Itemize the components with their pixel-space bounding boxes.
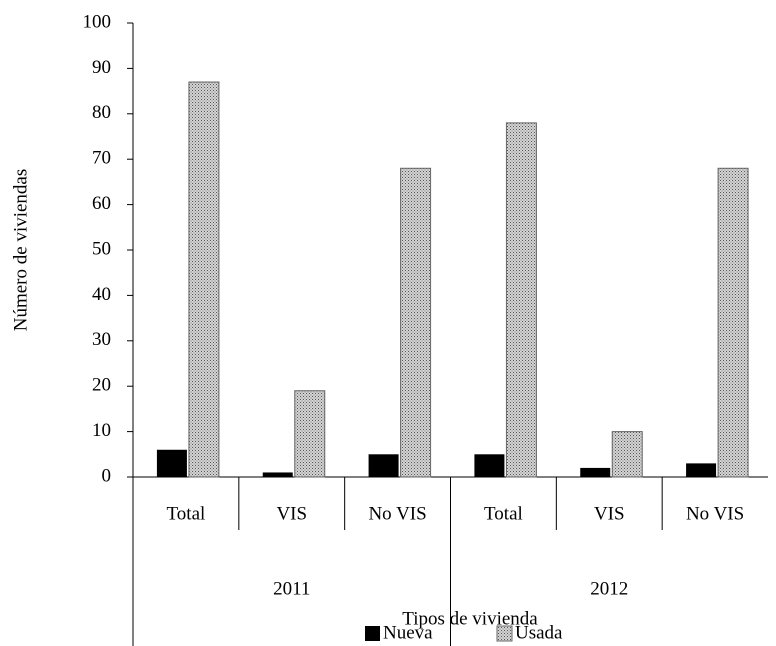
- bar: [262, 472, 293, 477]
- y-tick-label: 80: [92, 102, 111, 123]
- bar: [686, 463, 717, 477]
- y-tick-label: 50: [92, 238, 111, 259]
- bar: [580, 467, 611, 477]
- y-tick-label: 70: [92, 148, 111, 169]
- x-tick-label: No VIS: [368, 503, 426, 524]
- legend-label: Usada: [515, 622, 563, 643]
- bar: [188, 81, 220, 478]
- group-label: 2012: [590, 578, 628, 599]
- legend-label: Nueva: [383, 622, 433, 643]
- y-tick-label: 40: [92, 284, 111, 305]
- y-tick-label: 100: [83, 11, 112, 32]
- y-tick-label: 90: [92, 57, 111, 78]
- x-tick-label: VIS: [276, 503, 307, 524]
- bar: [474, 454, 505, 477]
- x-tick-label: Total: [167, 503, 206, 524]
- x-tick-label: No VIS: [686, 503, 744, 524]
- bar: [294, 390, 326, 478]
- group-label: 2011: [273, 578, 310, 599]
- bar: [611, 431, 643, 478]
- y-axis-title: Número de viviendas: [10, 169, 31, 332]
- y-tick-label: 20: [92, 375, 111, 396]
- x-axis-title: Tipos de vivienda: [402, 608, 538, 629]
- y-tick-label: 10: [92, 420, 111, 441]
- legend-swatch: [365, 626, 380, 641]
- y-tick-label: 60: [92, 193, 111, 214]
- x-tick-label: VIS: [594, 503, 625, 524]
- x-tick-label: Total: [484, 503, 523, 524]
- y-tick-label: 30: [92, 329, 111, 350]
- bar: [156, 449, 187, 477]
- legend-swatch: [496, 625, 513, 642]
- bar: [400, 167, 432, 478]
- bar: [505, 122, 537, 478]
- bar: [717, 167, 749, 478]
- y-tick-label: 0: [102, 465, 112, 486]
- bar: [368, 454, 399, 477]
